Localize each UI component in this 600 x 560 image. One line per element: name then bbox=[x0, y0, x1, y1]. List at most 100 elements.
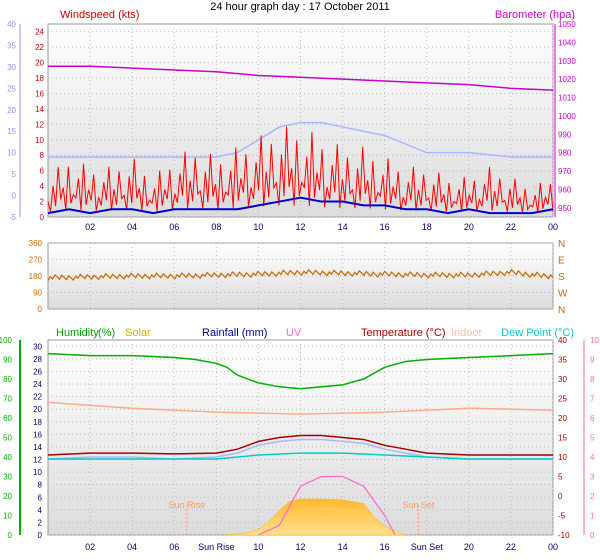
y-right-tick-label: 10 bbox=[558, 453, 567, 462]
y-right-tick-label: 1050 bbox=[558, 20, 576, 29]
y-right-outer-tick-label: 9 bbox=[590, 356, 595, 365]
barometer-axis-label: Barometer (hpa) bbox=[495, 9, 575, 21]
y-right-tick-label: 1040 bbox=[558, 38, 576, 47]
y-tick-label: 14 bbox=[33, 443, 42, 452]
y-outer-tick-label: 10 bbox=[7, 149, 16, 158]
y-right-outer-tick-label: 7 bbox=[590, 395, 595, 404]
y-right-tick-label: E bbox=[558, 256, 565, 267]
x-tick-label: 08 bbox=[211, 222, 221, 232]
x-tick-label: 22 bbox=[506, 542, 516, 552]
y-right-tick-label: 35 bbox=[558, 356, 567, 365]
y-tick-label: 28 bbox=[33, 355, 42, 364]
y-outer-tick-label: 20 bbox=[3, 492, 12, 501]
x-tick-label: Sun Rise bbox=[198, 542, 235, 552]
y-right-tick-label: -5 bbox=[558, 512, 566, 521]
y-right-outer-tick-label: 4 bbox=[590, 453, 595, 462]
y-tick-label: 12 bbox=[35, 120, 44, 129]
windspeed-axis-label: Windspeed (kts) bbox=[60, 9, 139, 21]
y-right-tick-label: 990 bbox=[558, 130, 572, 139]
x-tick-label: 04 bbox=[127, 542, 137, 552]
y-outer-tick-label: 20 bbox=[7, 106, 16, 115]
y-tick-label: 2 bbox=[38, 518, 43, 527]
y-right-outer-tick-label: 1 bbox=[590, 512, 595, 521]
y-right-tick-label: 980 bbox=[558, 149, 572, 158]
y-tick-label: 22 bbox=[33, 393, 42, 402]
gust-line bbox=[47, 126, 554, 213]
y-right-outer-tick-label: 3 bbox=[590, 473, 595, 482]
x-tick-label: 20 bbox=[464, 222, 474, 232]
y-right-tick-label: 20 bbox=[558, 414, 567, 423]
y-right-tick-label: 40 bbox=[558, 336, 567, 345]
y-tick-label: 0 bbox=[38, 531, 43, 540]
y-tick-label: 20 bbox=[35, 59, 44, 68]
y-right-tick-label: N bbox=[558, 305, 565, 316]
temperature-line bbox=[47, 434, 553, 456]
x-tick-label: 16 bbox=[380, 542, 390, 552]
y-tick-label: 360 bbox=[29, 239, 43, 248]
y-tick-label: 24 bbox=[33, 380, 42, 389]
y-outer-tick-label: 90 bbox=[3, 356, 12, 365]
average-line bbox=[47, 196, 554, 215]
y-right-tick-label: N bbox=[558, 239, 565, 250]
y-tick-label: 90 bbox=[33, 289, 42, 298]
x-tick-label: 02 bbox=[85, 222, 95, 232]
y-outer-tick-label: 60 bbox=[3, 414, 12, 423]
y-outer-tick-label: 70 bbox=[3, 395, 12, 404]
y-tick-label: 2 bbox=[40, 198, 45, 207]
y-outer-tick-label: -5 bbox=[9, 213, 17, 222]
y-outer-tick-label: 10 bbox=[3, 512, 12, 521]
sun-marker-label: Sun Set bbox=[402, 500, 435, 510]
x-tick-label: 04 bbox=[127, 222, 137, 232]
y-right-outer-tick-label: 2 bbox=[590, 492, 595, 501]
y-tick-label: 24 bbox=[35, 28, 44, 37]
x-tick-label: Sun Set bbox=[411, 542, 444, 552]
y-outer-tick-label: 30 bbox=[3, 473, 12, 482]
y-right-tick-label: 1030 bbox=[558, 57, 576, 66]
humidity-label: Humidity bbox=[56, 327, 99, 339]
y-outer-tick-label: 0 bbox=[12, 192, 17, 201]
y-tick-label: 4 bbox=[38, 506, 43, 515]
y-tick-label: 10 bbox=[35, 136, 44, 145]
y-tick-label: 8 bbox=[38, 481, 43, 490]
y-tick-label: 20 bbox=[33, 405, 42, 414]
y-tick-label: 18 bbox=[35, 74, 44, 83]
y-outer-tick-label: 30 bbox=[7, 63, 16, 72]
solar-area bbox=[226, 498, 406, 536]
y-outer-tick-label: 40 bbox=[3, 453, 12, 462]
x-tick-label: 06 bbox=[169, 542, 179, 552]
y-outer-tick-label: 100 bbox=[0, 336, 13, 345]
y-right-tick-label: 1000 bbox=[558, 112, 576, 121]
rainfall-label: Rainfall (mm) bbox=[202, 327, 267, 339]
y-outer-tick-label: 35 bbox=[7, 41, 16, 50]
temperature-label: Temperature (°C) bbox=[361, 327, 445, 339]
y-tick-label: 6 bbox=[38, 493, 43, 502]
y-right-tick-label: 1020 bbox=[558, 75, 576, 84]
y-right-tick-label: 950 bbox=[558, 204, 572, 213]
x-tick-label: 14 bbox=[338, 222, 348, 232]
y-tick-label: 26 bbox=[33, 367, 42, 376]
y-outer-tick-label: 80 bbox=[3, 375, 12, 384]
y-right-outer-tick-label: 10 bbox=[590, 336, 599, 345]
x-tick-label: 00 bbox=[548, 542, 558, 552]
humidity-line bbox=[47, 352, 554, 390]
uv-line bbox=[258, 475, 396, 536]
y-right-tick-label: W bbox=[558, 289, 568, 300]
x-tick-label: 12 bbox=[295, 222, 305, 232]
y-outer-tick-label: 15 bbox=[7, 127, 16, 136]
y-tick-label: 4 bbox=[40, 182, 45, 191]
y-right-tick-label: 15 bbox=[558, 434, 567, 443]
y-tick-label: 180 bbox=[29, 272, 43, 281]
y-tick-label: 0 bbox=[38, 305, 43, 314]
x-tick-label: 18 bbox=[422, 222, 432, 232]
y-right-tick-label: 0 bbox=[558, 492, 563, 501]
indoor-label: Indoor bbox=[451, 327, 483, 339]
y-right-tick-label: 970 bbox=[558, 167, 572, 176]
y-tick-label: 10 bbox=[33, 468, 42, 477]
x-tick-label: 16 bbox=[380, 222, 390, 232]
y-tick-label: 12 bbox=[33, 456, 42, 465]
y-right-tick-label: -10 bbox=[558, 531, 570, 540]
y-outer-tick-label: 25 bbox=[7, 84, 16, 93]
y-right-outer-tick-label: 0 bbox=[590, 531, 595, 540]
